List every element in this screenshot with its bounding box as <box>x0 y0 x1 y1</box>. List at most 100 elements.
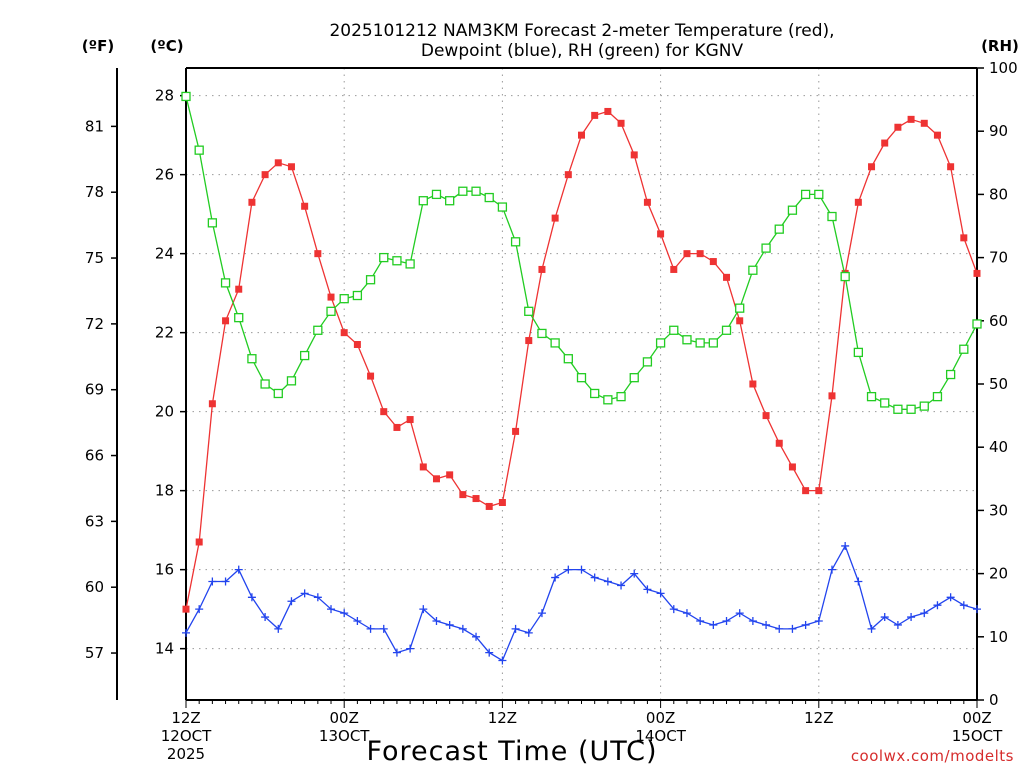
temperature-data-point <box>643 198 651 206</box>
dewpoint-data-point <box>327 605 336 614</box>
fahrenheit-tick-label: 60 <box>85 578 104 596</box>
rh-data-point <box>748 265 758 275</box>
temperature-data-point <box>670 265 678 273</box>
celsius-tick-label: 18 <box>155 482 174 500</box>
data-series <box>181 91 982 665</box>
temperature-data-point <box>525 337 533 345</box>
temperature-data-point <box>947 163 955 171</box>
dewpoint-data-point <box>524 628 533 637</box>
date-tick-label: 12OCT <box>161 727 212 745</box>
rh-data-point <box>945 369 956 380</box>
time-tick-label: 12Z <box>171 709 200 727</box>
rh-data-point <box>286 376 297 386</box>
temperature-data-point <box>920 119 928 127</box>
rh-data-point <box>695 338 705 348</box>
fahrenheit-tick-label: 81 <box>85 117 104 135</box>
rh-data-point <box>484 192 494 203</box>
celsius-tick-label: 20 <box>155 403 174 421</box>
celsius-tick-label: 16 <box>155 561 174 579</box>
rh-data-point <box>550 338 560 348</box>
rh-tick-label: 90 <box>989 122 1008 140</box>
temperature-data-point <box>380 408 388 416</box>
rh-data-point <box>827 211 837 222</box>
rh-data-point <box>220 278 231 288</box>
dewpoint-data-point <box>643 585 652 594</box>
dewpoint-data-point <box>788 624 797 633</box>
temperature-data-point <box>314 250 322 258</box>
chart-title-line2: Dewpoint (blue), RH (green) for KGNV <box>421 41 744 61</box>
fahrenheit-tick-label: 63 <box>85 512 104 530</box>
fahrenheit-tick-label: 66 <box>85 447 104 465</box>
dewpoint-data-point <box>300 589 309 598</box>
temperature-data-point <box>630 151 638 159</box>
temperature-data-point <box>235 285 243 293</box>
dewpoint-data-point <box>841 541 850 550</box>
dewpoint-data-point <box>709 620 718 629</box>
rh-data-point <box>787 205 798 215</box>
temperature-data-point <box>591 111 599 119</box>
celsius-tick-label: 24 <box>155 245 174 263</box>
dewpoint-data-point <box>432 617 441 625</box>
dewpoint-data-point <box>366 624 375 633</box>
dewpoint-data-point <box>221 577 230 586</box>
temperature-data-point <box>736 317 744 325</box>
temperature-data-point <box>182 605 190 613</box>
dewpoint-data-point <box>880 613 889 622</box>
rh-data-point <box>234 312 244 323</box>
rh-data-point <box>655 338 666 348</box>
rh-data-point <box>405 259 415 269</box>
dewpoint-series-line <box>185 544 978 662</box>
fahrenheit-tick-label: 57 <box>85 644 104 662</box>
celsius-tick-label: 28 <box>155 87 174 105</box>
temperature-series-line <box>185 110 978 610</box>
rh-data-point <box>603 395 613 405</box>
temperature-data-point <box>261 171 269 179</box>
rh-data-point <box>880 398 890 408</box>
rh-unit-label: (RH) <box>981 37 1019 55</box>
temperature-data-point <box>274 159 282 167</box>
credit-watermark: coolwx.com/modelts <box>851 747 1014 765</box>
temperature-data-point <box>894 123 902 131</box>
fahrenheit-tick-label: 75 <box>85 249 104 267</box>
dewpoint-data-point <box>827 565 836 574</box>
temperature-data-point <box>512 427 520 435</box>
temperature-data-point <box>208 400 216 408</box>
dewpoint-data-point <box>933 601 942 610</box>
date-tick-label: 15OCT <box>952 727 1003 745</box>
dewpoint-data-point <box>274 624 283 633</box>
fahrenheit-tick-label: 78 <box>85 183 104 201</box>
rh-tick-label: 10 <box>989 628 1008 646</box>
time-tick-label: 00Z <box>330 709 359 727</box>
rh-data-point <box>458 186 468 196</box>
temperature-data-point <box>802 487 810 495</box>
dewpoint-data-point <box>353 617 362 625</box>
fahrenheit-unit-label: (ºF) <box>82 37 114 55</box>
dewpoint-data-point <box>722 617 731 625</box>
temperature-data-point <box>775 439 783 447</box>
rh-data-point <box>352 290 363 301</box>
rh-data-point <box>207 218 218 228</box>
temperature-data-point <box>604 107 612 115</box>
temperature-data-point <box>248 198 256 206</box>
temperature-data-point <box>472 495 480 503</box>
dewpoint-data-point <box>590 573 599 582</box>
temperature-data-point <box>709 258 717 266</box>
rh-tick-label: 60 <box>989 312 1008 330</box>
dewpoint-data-point <box>406 644 415 653</box>
dewpoint-data-point <box>182 628 190 637</box>
dewpoint-data-point <box>419 605 428 614</box>
dewpoint-data-point <box>577 565 586 574</box>
temperature-data-point <box>696 250 704 258</box>
axes <box>111 67 984 708</box>
dewpoint-data-point <box>854 577 863 586</box>
temperature-data-point <box>485 502 493 510</box>
rh-data-point <box>616 391 626 402</box>
temperature-data-point <box>960 234 968 242</box>
dewpoint-data-point <box>485 648 494 657</box>
rh-data-point <box>669 325 679 335</box>
dewpoint-data-point <box>313 593 322 602</box>
rh-data-point <box>761 243 771 253</box>
temperature-data-point <box>287 163 295 171</box>
rh-data-point <box>840 271 850 282</box>
dewpoint-data-point <box>445 620 454 629</box>
